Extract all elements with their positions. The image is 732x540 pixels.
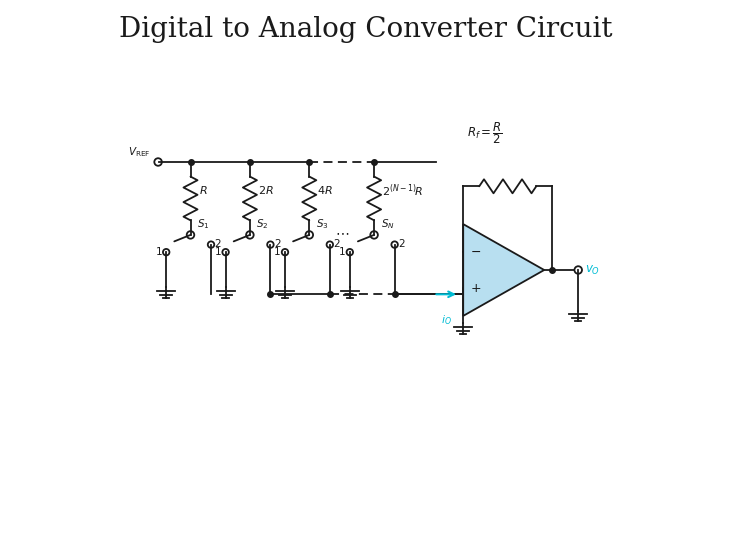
Text: $S_3$: $S_3$ (315, 217, 329, 231)
Text: $R$: $R$ (198, 184, 207, 197)
Text: $+$: $+$ (470, 282, 481, 295)
Text: $-$: $-$ (470, 245, 481, 258)
Text: 2: 2 (334, 239, 340, 249)
Text: 2: 2 (214, 239, 221, 249)
Text: $V_{\rm REF}$: $V_{\rm REF}$ (127, 145, 150, 159)
Text: 1: 1 (214, 247, 221, 256)
Text: 1: 1 (155, 247, 162, 256)
Text: $4R$: $4R$ (318, 184, 333, 197)
Text: 2: 2 (398, 239, 405, 249)
Text: Digital to Analog Converter Circuit: Digital to Analog Converter Circuit (119, 16, 613, 43)
Text: 2: 2 (274, 239, 281, 249)
Text: $R_f = \dfrac{R}{2}$: $R_f = \dfrac{R}{2}$ (467, 120, 503, 146)
Text: $S_1$: $S_1$ (197, 217, 209, 231)
Polygon shape (463, 224, 544, 316)
Text: $2^{(N-1)}\!R$: $2^{(N-1)}\!R$ (382, 182, 423, 199)
Text: $S_N$: $S_N$ (381, 217, 395, 231)
Text: 1: 1 (339, 247, 346, 256)
Text: $\cdots$: $\cdots$ (335, 225, 349, 239)
Text: $S_2$: $S_2$ (256, 217, 269, 231)
Text: $2R$: $2R$ (258, 184, 274, 197)
Text: $i_O$: $i_O$ (441, 313, 452, 327)
Text: 1: 1 (274, 247, 281, 256)
Text: $v_O$: $v_O$ (585, 264, 600, 276)
